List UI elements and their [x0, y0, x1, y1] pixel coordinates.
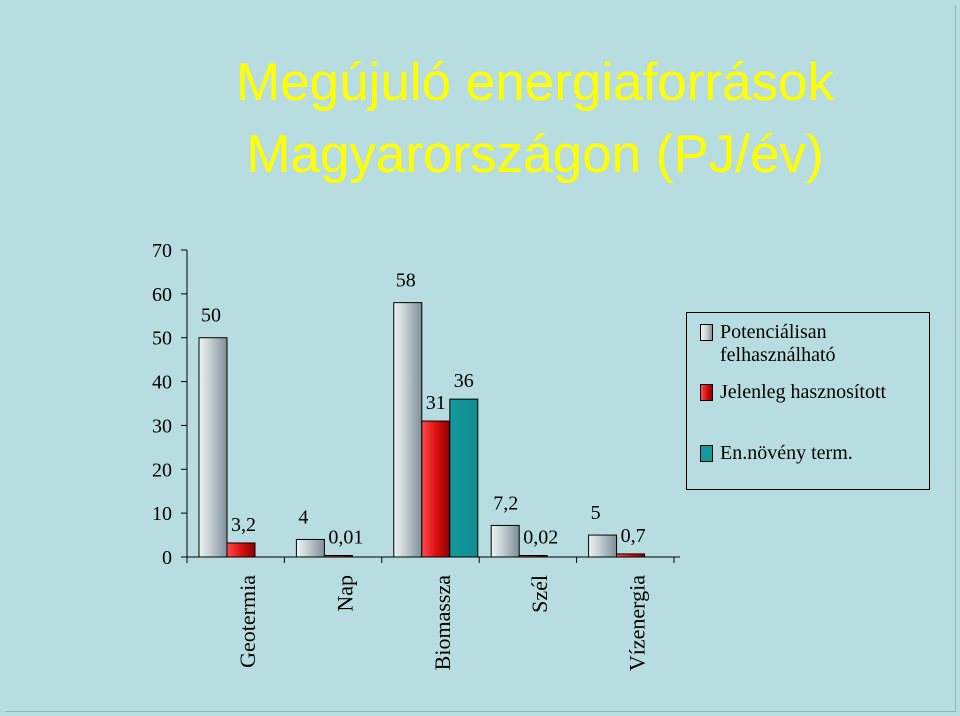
bar-potential-vízenergia	[588, 534, 618, 558]
category-label: Vízenergia	[625, 575, 650, 671]
category-label: Geotermia	[235, 575, 260, 668]
bar-current-geotermia	[226, 542, 256, 558]
y-tick-label: 20	[152, 459, 172, 481]
bar-energy-crop-biomassza	[449, 398, 479, 558]
bar-potential-nap	[295, 538, 325, 558]
data-value-label: 4	[298, 506, 308, 528]
data-value-label: 7,2	[493, 492, 518, 514]
category-label: Szél	[527, 575, 552, 613]
y-tick-label: 0	[162, 547, 172, 569]
category-label: Biomassza	[430, 575, 455, 671]
y-tick-label: 70	[152, 240, 172, 262]
chart-title-line-2: Magyarországon (PJ/év)	[246, 125, 824, 184]
bar-potential-biomassza	[393, 302, 423, 558]
chart-legend: Potenciálisan felhasználható Jelenleg ha…	[686, 312, 930, 490]
y-tick-label: 10	[152, 503, 172, 525]
bar-current-vízenergia	[616, 553, 646, 558]
legend-swatch-energy-crop	[700, 445, 713, 462]
y-tick-label: 40	[152, 372, 172, 394]
data-value-label: 31	[426, 392, 446, 414]
bar-current-biomassza	[421, 420, 451, 558]
legend-label-energy-crop: En.növény term.	[720, 442, 853, 464]
legend-swatch-potential	[700, 324, 713, 341]
legend-label-potential-line2: felhasználható	[720, 344, 836, 366]
data-value-label: 0,01	[328, 527, 363, 549]
bar-current-szél	[518, 555, 548, 558]
bar-potential-geotermia	[198, 337, 228, 558]
data-value-label: 36	[454, 370, 474, 392]
category-label: Nap	[332, 575, 357, 612]
bar-current-nap	[323, 555, 353, 558]
bar-potential-szél	[490, 524, 520, 558]
y-tick-label: 50	[152, 328, 172, 350]
legend-swatch-current	[700, 384, 713, 401]
legend-label-current: Jelenleg hasznosított	[720, 381, 887, 403]
data-value-label: 0,02	[523, 527, 558, 549]
data-value-label: 5	[591, 502, 601, 524]
data-value-label: 0,7	[621, 525, 646, 547]
data-value-label: 50	[201, 305, 221, 327]
chart-title-line-1: Megújuló energiaforrások	[235, 53, 835, 112]
data-value-label: 58	[396, 270, 416, 292]
data-value-label: 3,2	[231, 514, 256, 536]
y-tick-label: 60	[152, 284, 172, 306]
y-tick-label: 30	[152, 415, 172, 437]
legend-label-potential-line1: Potenciálisan	[720, 321, 827, 343]
